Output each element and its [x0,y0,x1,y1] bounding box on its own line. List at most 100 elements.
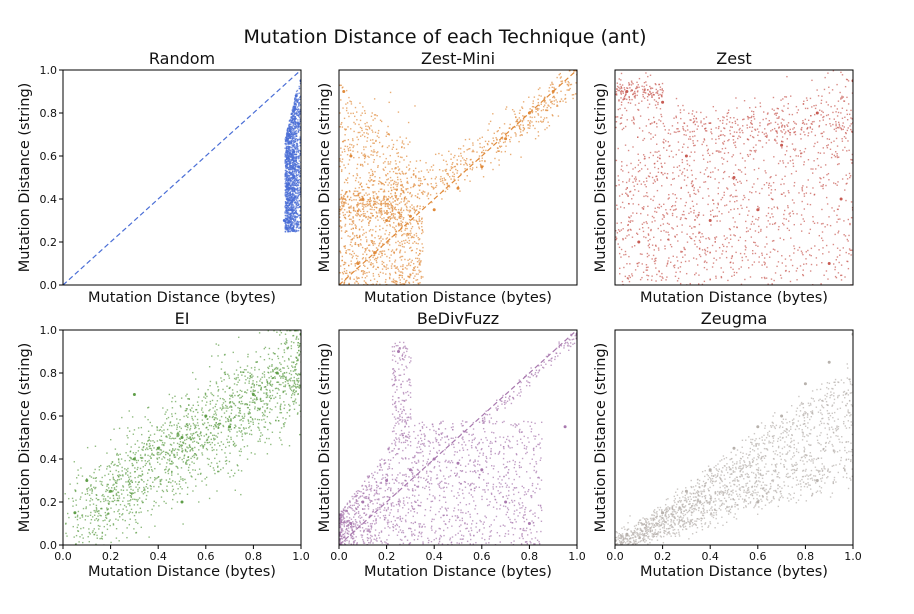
scatter-dot [290,200,293,203]
scatter-dot [823,152,825,154]
scatter-dot [396,281,398,283]
scatter-dot [414,269,416,272]
scatter-dot [291,202,293,204]
scatter-dot [293,219,295,222]
scatter-dot [289,131,292,134]
scatter-dot [628,255,630,258]
scatter-dot [620,85,622,88]
scatter-dot [296,148,298,150]
scatter-dot [358,196,361,199]
scatter-dot [805,192,808,194]
scatter-dot [674,236,676,238]
scatter-dot [355,280,357,282]
scatter-dot [844,131,847,134]
scatter-dot [372,195,375,197]
scatter-dot [548,125,551,127]
scatter-dot [452,161,454,164]
scatter-dot [287,148,290,150]
scatter-dot [354,265,357,267]
scatter-dot [656,189,659,192]
scatter-dot [351,199,353,202]
scatter-dot [841,138,843,140]
scatter-dot [296,185,298,187]
scatter-dot [395,203,397,206]
scatter-dot [297,168,299,171]
scatter-dot [286,147,288,149]
scatter-dot [290,113,293,115]
scatter-dot [765,172,767,174]
scatter-dot [844,235,847,237]
scatter-dot [417,254,420,257]
scatter-dot [286,201,289,203]
scatter-dot [419,282,421,284]
scatter-dot [416,248,418,250]
scatter-dot [780,130,782,132]
scatter-dot [749,107,751,109]
scatter-dot [538,104,540,107]
scatter-dot [382,227,384,230]
scatter-dot [295,93,297,95]
scatter-dot [343,202,345,204]
scatter-dot [794,149,796,152]
scatter-dot [290,128,293,131]
scatter-dot [355,276,358,278]
scatter-dot [388,232,391,234]
scatter-dot [659,275,661,278]
scatter-dot [385,135,387,137]
scatter-dot [344,134,346,136]
scatter-dot [386,210,388,212]
scatter-dot [635,178,638,180]
scatter-dot [683,179,686,181]
scatter-dot [371,170,374,173]
scatter-dot [765,136,768,138]
scatter-dot [407,191,409,194]
scatter-dot [387,212,390,214]
scatter-dot [814,142,816,145]
scatter-dot [297,179,300,182]
scatter-dot [448,150,450,153]
scatter-dot [284,193,286,195]
scatter-dot [413,183,415,185]
scatter-dot [619,107,621,110]
scatter-dot [344,139,346,142]
scatter-dot [415,209,417,211]
scatter-dot [432,164,435,166]
scatter-dot [847,127,849,129]
scatter-dot [290,193,292,195]
scatter-dot [344,193,346,196]
scatter-dot [798,192,800,194]
point-cloud [339,70,577,285]
scatter-dot [287,194,289,196]
scatter-dot [618,100,620,102]
scatter-dot [460,173,462,175]
scatter-dot [298,192,301,194]
scatter-dot [354,241,357,244]
scatter-dot [297,194,300,197]
scatter-dot [642,95,644,98]
scatter-dot [458,155,460,157]
scatter-dot [651,96,653,98]
scatter-dot [291,221,294,223]
scatter-dot [289,164,291,167]
scatter-dot [287,230,289,233]
scatter-dot [354,179,357,182]
scatter-dot [289,135,292,137]
scatter-dot [652,182,655,184]
scatter-dot [628,216,630,218]
scatter-dot [542,120,544,123]
scatter-dot [770,197,773,200]
scatter-dot [397,178,399,181]
scatter-dot [665,209,667,211]
scatter-dot [655,211,658,213]
scatter-dot [704,128,706,130]
scatter-dot [676,233,678,236]
scatter-dot [289,136,292,139]
scatter-dot [622,283,624,285]
scatter-dot [297,229,300,232]
scatter-dot [288,161,291,164]
scatter-dot [342,205,344,208]
scatter-dot [630,89,633,91]
scatter-dot [286,151,288,153]
scatter-dot [529,121,531,124]
scatter-dot [391,168,393,170]
